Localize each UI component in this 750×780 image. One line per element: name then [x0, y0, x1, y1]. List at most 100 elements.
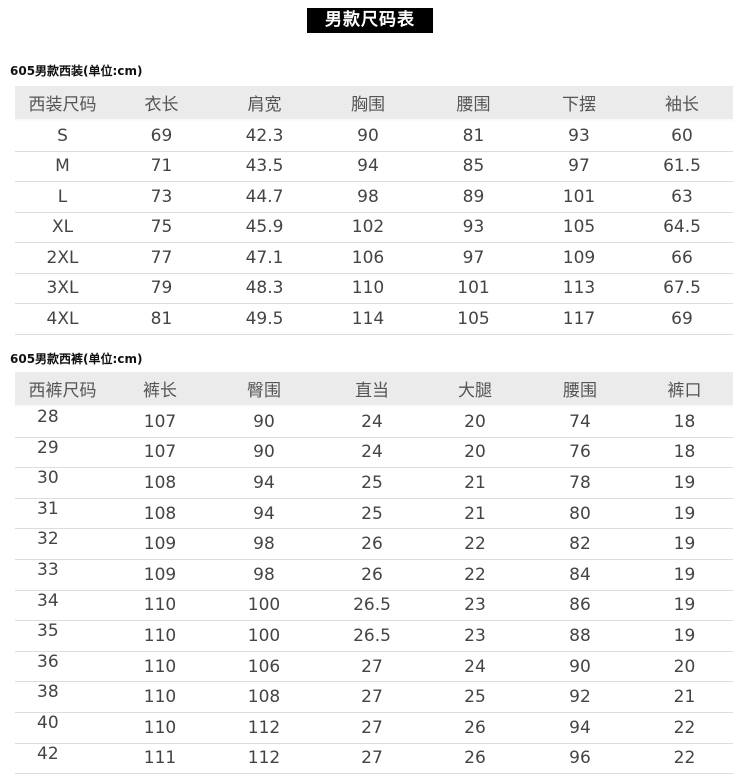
- column-header: 胸围: [316, 86, 420, 121]
- suit-table-caption: 605男款西装(单位:cm): [10, 64, 143, 78]
- table-cell: 76: [524, 437, 636, 469]
- table-cell: 97: [420, 242, 527, 274]
- table-row: 36 110 106 27 24 90 20: [15, 651, 733, 683]
- table-cell: 106: [316, 242, 420, 274]
- table-cell: 64.5: [631, 212, 733, 243]
- table-cell: 81: [110, 303, 213, 335]
- table-cell: 114: [316, 303, 420, 335]
- table-cell: 93: [420, 212, 527, 243]
- table-cell: 19: [636, 467, 733, 499]
- table-cell: 28: [15, 406, 110, 438]
- table-cell: 98: [210, 559, 318, 591]
- column-header: 臀围: [210, 372, 318, 407]
- table-cell: 82: [524, 528, 636, 560]
- table-cell: 107: [110, 406, 210, 438]
- table-row: 33 109 98 26 22 84 19: [15, 559, 733, 591]
- table-cell: 109: [110, 528, 210, 560]
- table-row: 3XL 79 48.3 110 101 113 67.5: [15, 273, 733, 304]
- table-cell: 27: [318, 712, 426, 744]
- table-cell: 86: [524, 590, 636, 622]
- table-cell: 48.3: [213, 273, 316, 304]
- table-cell: 25: [318, 498, 426, 530]
- table-cell: 100: [210, 620, 318, 652]
- table-row: 40 110 112 27 26 94 22: [15, 712, 733, 744]
- table-cell: 110: [110, 712, 210, 744]
- table-row: 35 110 100 26.5 23 88 19: [15, 620, 733, 652]
- table-cell: 77: [110, 242, 213, 274]
- table-cell: 24: [318, 406, 426, 438]
- table-row: 30 108 94 25 21 78 19: [15, 467, 733, 499]
- table-cell: 85: [420, 151, 527, 182]
- table-cell: 44.7: [213, 181, 316, 213]
- table-cell: 21: [426, 467, 524, 499]
- table-row: M 71 43.5 94 85 97 61.5: [15, 151, 733, 182]
- table-cell: 21: [636, 681, 733, 713]
- table-cell: 22: [636, 712, 733, 744]
- table-cell: 78: [524, 467, 636, 499]
- table-cell: 89: [420, 181, 527, 213]
- table-cell: 75: [110, 212, 213, 243]
- table-cell: 18: [636, 437, 733, 469]
- table-cell: 61.5: [631, 151, 733, 182]
- table-cell: 25: [426, 681, 524, 713]
- table-row: 29 107 90 24 20 76 18: [15, 437, 733, 469]
- table-cell: 19: [636, 559, 733, 591]
- table-cell: 101: [527, 181, 631, 213]
- table-cell: 27: [318, 651, 426, 683]
- table-cell: 63: [631, 181, 733, 213]
- table-cell: 90: [316, 120, 420, 152]
- table-cell: 109: [110, 559, 210, 591]
- table-cell: 69: [110, 120, 213, 152]
- table-cell: 90: [524, 651, 636, 683]
- table-cell: 33: [15, 559, 110, 591]
- table-cell: 108: [110, 498, 210, 530]
- suit-size-table: 西装尺码 衣长 肩宽 胸围 腰围 下摆 袖长 S 69 42.3 90 81 93 60 M 71 43.5 9…: [15, 86, 733, 335]
- table-cell: 107: [110, 437, 210, 469]
- table-cell: 98: [210, 528, 318, 560]
- table-cell: 42: [15, 743, 110, 775]
- table-cell: 3XL: [15, 273, 110, 304]
- table-cell: 20: [426, 406, 524, 438]
- table-cell: 106: [210, 651, 318, 683]
- table-cell: 19: [636, 590, 733, 622]
- column-header: 下摆: [527, 86, 631, 121]
- table-cell: 24: [318, 437, 426, 469]
- table-cell: 105: [420, 303, 527, 335]
- table-cell: 4XL: [15, 303, 110, 335]
- table-cell: 24: [426, 651, 524, 683]
- column-header: 西装尺码: [15, 86, 110, 121]
- table-cell: 26: [318, 559, 426, 591]
- page-title: 男款尺码表: [307, 8, 433, 33]
- table-cell: 69: [631, 303, 733, 335]
- table-cell: 93: [527, 120, 631, 152]
- table-cell: 110: [110, 620, 210, 652]
- column-header: 大腿: [426, 372, 524, 407]
- column-header: 腰围: [420, 86, 527, 121]
- table-cell: 108: [110, 467, 210, 499]
- table-cell: 19: [636, 528, 733, 560]
- table-cell: 34: [15, 590, 110, 622]
- table-cell: 110: [110, 590, 210, 622]
- table-cell: 67.5: [631, 273, 733, 304]
- table-cell: 111: [110, 743, 210, 775]
- table-cell: 22: [636, 743, 733, 775]
- table-cell: S: [15, 120, 110, 152]
- table-cell: 40: [15, 712, 110, 744]
- table-cell: 47.1: [213, 242, 316, 274]
- table-cell: 20: [426, 437, 524, 469]
- table-cell: 26.5: [318, 620, 426, 652]
- table-cell: 110: [316, 273, 420, 304]
- table-cell: 90: [210, 437, 318, 469]
- table-cell: 19: [636, 620, 733, 652]
- table-header-row: 西装尺码 衣长 肩宽 胸围 腰围 下摆 袖长: [15, 86, 733, 121]
- table-cell: 102: [316, 212, 420, 243]
- table-cell: 74: [524, 406, 636, 438]
- table-cell: 110: [110, 681, 210, 713]
- table-cell: 43.5: [213, 151, 316, 182]
- table-cell: 94: [524, 712, 636, 744]
- table-row: 42 111 112 27 26 96 22: [15, 743, 733, 775]
- table-cell: 94: [210, 498, 318, 530]
- table-cell: 42.3: [213, 120, 316, 152]
- table-cell: 21: [426, 498, 524, 530]
- table-cell: 66: [631, 242, 733, 274]
